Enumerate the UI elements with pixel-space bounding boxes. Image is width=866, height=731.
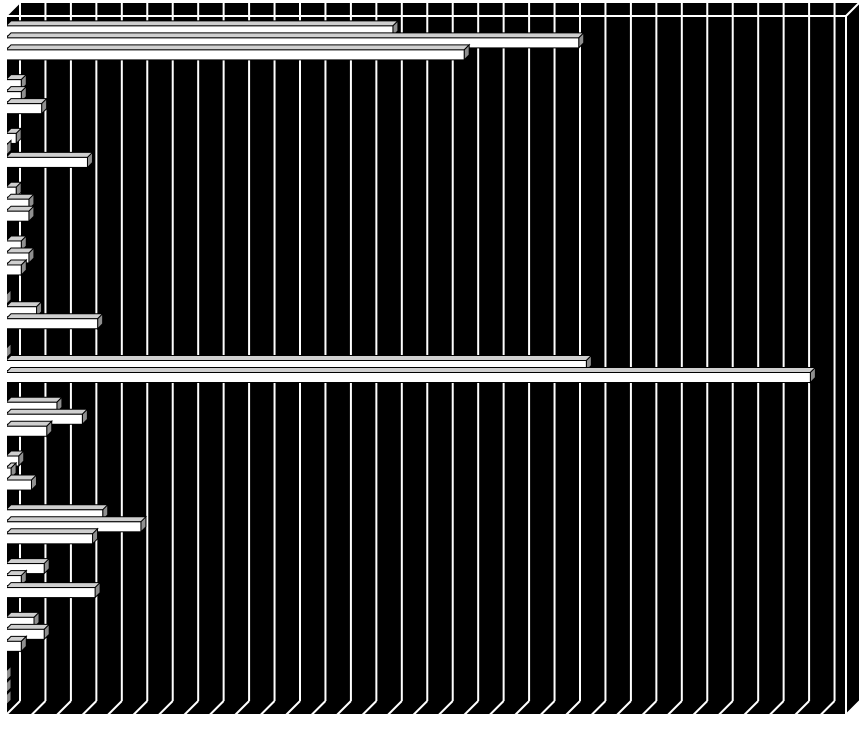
bar <box>6 583 100 598</box>
bar <box>6 529 98 544</box>
bar <box>6 368 815 383</box>
bar <box>6 206 34 221</box>
chart-stage <box>0 0 866 731</box>
bar <box>6 99 47 114</box>
bar <box>6 45 469 60</box>
bar <box>6 128 21 143</box>
bar <box>6 314 103 329</box>
bar <box>6 260 26 275</box>
bar <box>6 475 36 490</box>
bar <box>6 636 26 651</box>
bar <box>6 421 52 436</box>
bar <box>6 152 92 167</box>
chart-svg <box>0 0 866 731</box>
